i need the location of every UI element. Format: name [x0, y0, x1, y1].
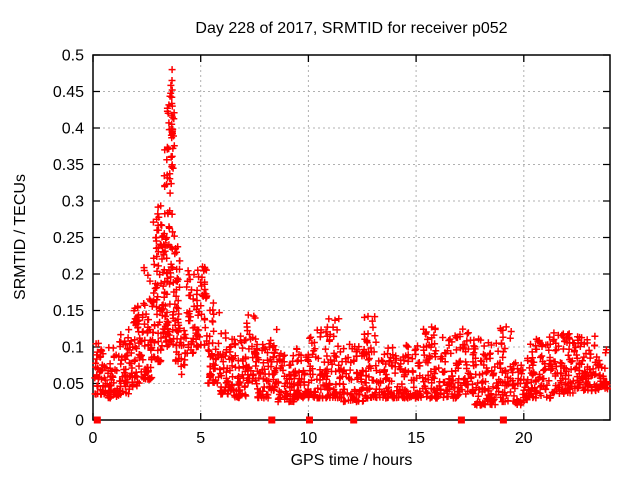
y-tick-label: 0.15: [53, 303, 84, 320]
y-tick-label: 0.1: [62, 340, 84, 357]
data-points: [91, 66, 611, 409]
y-tick-label: 0.25: [53, 230, 84, 247]
x-tick-label: 20: [515, 430, 533, 447]
y-tick-label: 0.05: [53, 376, 84, 393]
chart-title: Day 228 of 2017, SRMTID for receiver p05…: [195, 20, 508, 37]
x-tick-label: 0: [89, 430, 98, 447]
x-tick-label: 5: [196, 430, 205, 447]
y-tick-label: 0: [75, 413, 84, 430]
x-tick-label: 10: [300, 430, 318, 447]
y-tick-label: 0.5: [62, 48, 84, 65]
y-tick-label: 0.4: [62, 121, 84, 138]
y-tick-label: 0.2: [62, 267, 84, 284]
y-tick-label: 0.3: [62, 194, 84, 211]
gridlines: [93, 55, 610, 420]
y-tick-label: 0.45: [53, 84, 84, 101]
x-axis-label: GPS time / hours: [290, 452, 413, 469]
x-tick-label: 15: [407, 430, 425, 447]
y-tick-label: 0.35: [53, 157, 84, 174]
